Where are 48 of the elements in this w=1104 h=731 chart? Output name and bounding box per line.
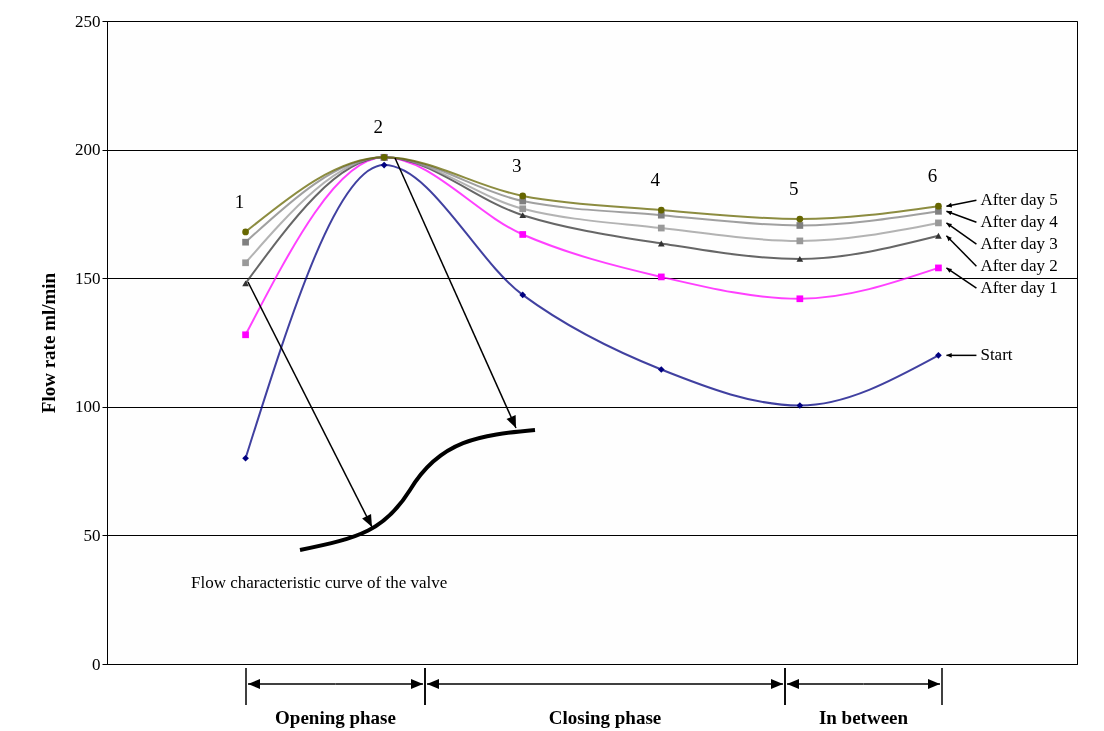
point — [935, 219, 942, 227]
point — [935, 264, 942, 272]
point — [796, 295, 804, 303]
point — [657, 366, 665, 373]
annotation: Flow characteristic curve of the valve — [191, 573, 448, 592]
annotation: 4 — [650, 169, 661, 191]
text: After day 2 — [980, 256, 1058, 276]
y-tick-label: 100 — [75, 397, 101, 417]
y-axis-title: Flow rate ml/min — [38, 272, 59, 414]
point — [380, 161, 388, 169]
y-tick-label: 150 — [75, 268, 101, 288]
point — [796, 222, 804, 229]
point — [935, 352, 942, 359]
point — [796, 256, 804, 262]
point — [519, 291, 527, 299]
point — [935, 232, 942, 239]
annotation: 6 — [927, 165, 938, 187]
point — [657, 273, 665, 281]
text: Start — [980, 345, 1013, 365]
point — [796, 215, 804, 223]
point — [242, 228, 249, 236]
annotation: 5 — [789, 178, 799, 200]
text: After day 5 — [980, 190, 1058, 210]
point — [657, 224, 665, 232]
point — [242, 259, 249, 267]
annotation: 1 — [234, 190, 245, 212]
point — [519, 212, 527, 219]
point — [657, 206, 665, 214]
point — [242, 331, 249, 339]
text: Opening phase — [275, 707, 396, 728]
text: After day 1 — [980, 278, 1058, 298]
point — [242, 238, 249, 246]
y-tick-label: 250 — [75, 11, 101, 31]
point — [796, 402, 804, 409]
annotation: 2 — [373, 116, 383, 138]
point — [519, 192, 527, 200]
point — [935, 202, 942, 210]
text: In between — [818, 707, 909, 728]
y-tick-label: 0 — [92, 654, 101, 674]
text: After day 3 — [980, 234, 1058, 254]
y-tick-label: 200 — [75, 140, 101, 160]
point — [519, 205, 527, 213]
point — [519, 231, 527, 238]
y-tick-label: 50 — [83, 525, 101, 545]
annotation: 3 — [511, 154, 522, 176]
text: After day 4 — [980, 212, 1059, 232]
text: Closing phase — [548, 707, 662, 728]
point — [242, 454, 249, 462]
